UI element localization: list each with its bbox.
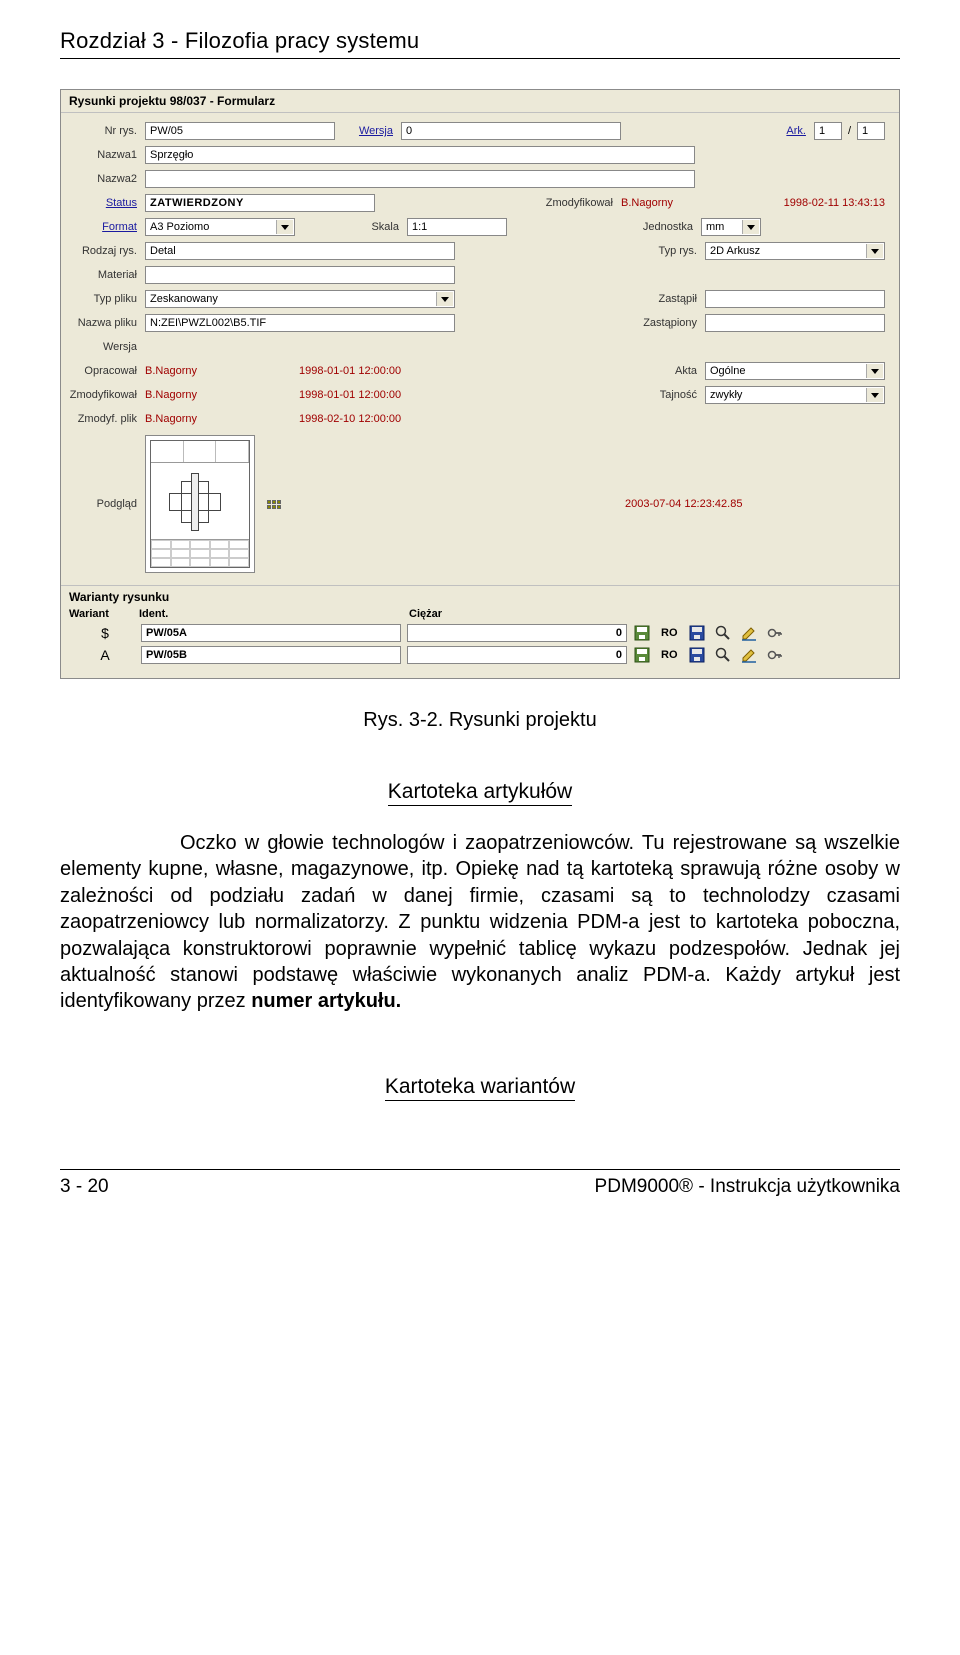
input-wersja[interactable]: 0 — [401, 122, 621, 140]
zoom-icon[interactable] — [714, 646, 732, 664]
variant-weight[interactable]: 0 — [407, 624, 627, 642]
page-footer: 3 - 20 PDM9000® - Instrukcja użytkownika — [60, 1169, 900, 1198]
input-zastapil[interactable] — [705, 290, 885, 308]
variant-ident[interactable]: PW/05B — [141, 646, 401, 664]
label-akta: Akta — [621, 365, 701, 377]
input-nazwa-pliku[interactable]: N:ZEI\PWZL002\B5.TIF — [145, 314, 455, 332]
label-nazwa1: Nazwa1 — [75, 149, 141, 161]
ro-badge: RO — [659, 627, 680, 639]
input-rodzaj[interactable]: Detal — [145, 242, 455, 260]
label-slash: / — [846, 125, 853, 137]
key-icon[interactable] — [766, 624, 784, 642]
col-ciezar: Ciężar — [409, 608, 639, 620]
paragraph-1: Oczko w głowie technologów i zaopatrzeni… — [60, 830, 900, 1015]
form-window: Rysunki projektu 98/037 - Formularz Nr r… — [60, 89, 900, 679]
label-nazwa-pliku: Nazwa pliku — [75, 317, 141, 329]
col-ident: Ident. — [139, 608, 409, 620]
variant-ident[interactable]: PW/05A — [141, 624, 401, 642]
label-typ-rys: Typ rys. — [621, 245, 701, 257]
value-opracowal-d: 1998-01-01 12:00:00 — [299, 365, 459, 377]
ro-badge: RO — [659, 649, 680, 661]
variant-weight[interactable]: 0 — [407, 646, 627, 664]
label-format[interactable]: Format — [75, 221, 141, 233]
value-zmodplik-d: 1998-02-10 12:00:00 — [299, 413, 459, 425]
label-zastapil: Zastąpił — [621, 293, 701, 305]
footer-left: 3 - 20 — [60, 1176, 109, 1198]
select-tajnosc[interactable]: zwykły — [705, 386, 885, 404]
label-zmodyf: Zmodyfikował — [61, 389, 141, 401]
figure-caption: Rys. 3-2. Rysunki projektu — [60, 709, 900, 732]
input-ark2[interactable]: 1 — [857, 122, 885, 140]
disk-icon[interactable] — [688, 646, 706, 664]
variants-columns: Wariant Ident. Ciężar — [61, 606, 899, 624]
label-zmod-r: Zmodyfikował — [537, 197, 617, 209]
section-title-2: Kartoteka wariantów — [60, 1075, 900, 1099]
zoom-icon[interactable] — [714, 624, 732, 642]
section-title-1: Kartoteka artykułów — [60, 780, 900, 804]
label-typ-pliku: Typ pliku — [75, 293, 141, 305]
variant-symbol: A — [75, 647, 135, 663]
variant-row: $ PW/05A 0 RO — [75, 624, 885, 642]
preview-thumbnail[interactable] — [145, 435, 255, 573]
label-status[interactable]: Status — [75, 197, 141, 209]
window-title: Rysunki projektu 98/037 - Formularz — [61, 90, 899, 113]
value-zmodplik-u: B.Nagorny — [145, 413, 295, 425]
label-wersja[interactable]: Wersja — [351, 125, 397, 137]
select-format[interactable]: A3 Poziomo — [145, 218, 295, 236]
input-nazwa1[interactable]: Sprzęgło — [145, 146, 695, 164]
input-nr-rys[interactable]: PW/05 — [145, 122, 335, 140]
label-tajnosc: Tajność — [621, 389, 701, 401]
label-material: Materiał — [75, 269, 141, 281]
variant-symbol: $ — [75, 625, 135, 641]
label-podglad: Podgląd — [75, 498, 141, 510]
value-opracowal-u: B.Nagorny — [145, 365, 295, 377]
label-zastapiony: Zastąpiony — [621, 317, 701, 329]
input-status[interactable]: ZATWIERDZONY — [145, 194, 375, 212]
value-preview-date: 2003-07-04 12:23:42.85 — [625, 498, 885, 510]
col-wariant: Wariant — [69, 608, 139, 620]
label-nazwa2: Nazwa2 — [75, 173, 141, 185]
save-icon[interactable] — [633, 624, 651, 642]
input-material[interactable] — [145, 266, 455, 284]
label-ark[interactable]: Ark. — [780, 125, 810, 137]
label-opracowal: Opracował — [75, 365, 141, 377]
select-typ-pliku[interactable]: Zeskanowany — [145, 290, 455, 308]
input-ark1[interactable]: 1 — [814, 122, 842, 140]
select-akta[interactable]: Ogólne — [705, 362, 885, 380]
key-icon[interactable] — [766, 646, 784, 664]
input-zastapiony[interactable] — [705, 314, 885, 332]
value-zmodyf-d: 1998-01-01 12:00:00 — [299, 389, 459, 401]
value-zmod-user: B.Nagorny — [621, 197, 731, 209]
value-zmod-date: 1998-02-11 13:43:13 — [735, 197, 885, 209]
variant-row: A PW/05B 0 RO — [75, 646, 885, 664]
save-icon[interactable] — [633, 646, 651, 664]
variants-title: Warianty rysunku — [61, 585, 899, 606]
input-nazwa2[interactable] — [145, 170, 695, 188]
disk-icon[interactable] — [688, 624, 706, 642]
grid-view-icon[interactable] — [267, 500, 281, 509]
input-skala[interactable]: 1:1 — [407, 218, 507, 236]
label-nr-rys: Nr rys. — [75, 125, 141, 137]
select-typ-rys[interactable]: 2D Arkusz — [705, 242, 885, 260]
edit-icon[interactable] — [740, 624, 758, 642]
select-jednostka[interactable]: mm — [701, 218, 761, 236]
label-zmodyf-plik: Zmodyf. plik — [61, 413, 141, 425]
value-zmodyf-u: B.Nagorny — [145, 389, 295, 401]
label-jednostka: Jednostka — [617, 221, 697, 233]
label-skala: Skala — [363, 221, 403, 233]
chapter-header: Rozdział 3 - Filozofia pracy systemu — [60, 28, 900, 59]
label-rodzaj: Rodzaj rys. — [75, 245, 141, 257]
footer-right: PDM9000® - Instrukcja użytkownika — [595, 1176, 900, 1198]
edit-icon[interactable] — [740, 646, 758, 664]
label-wersja2: Wersja — [75, 341, 141, 353]
